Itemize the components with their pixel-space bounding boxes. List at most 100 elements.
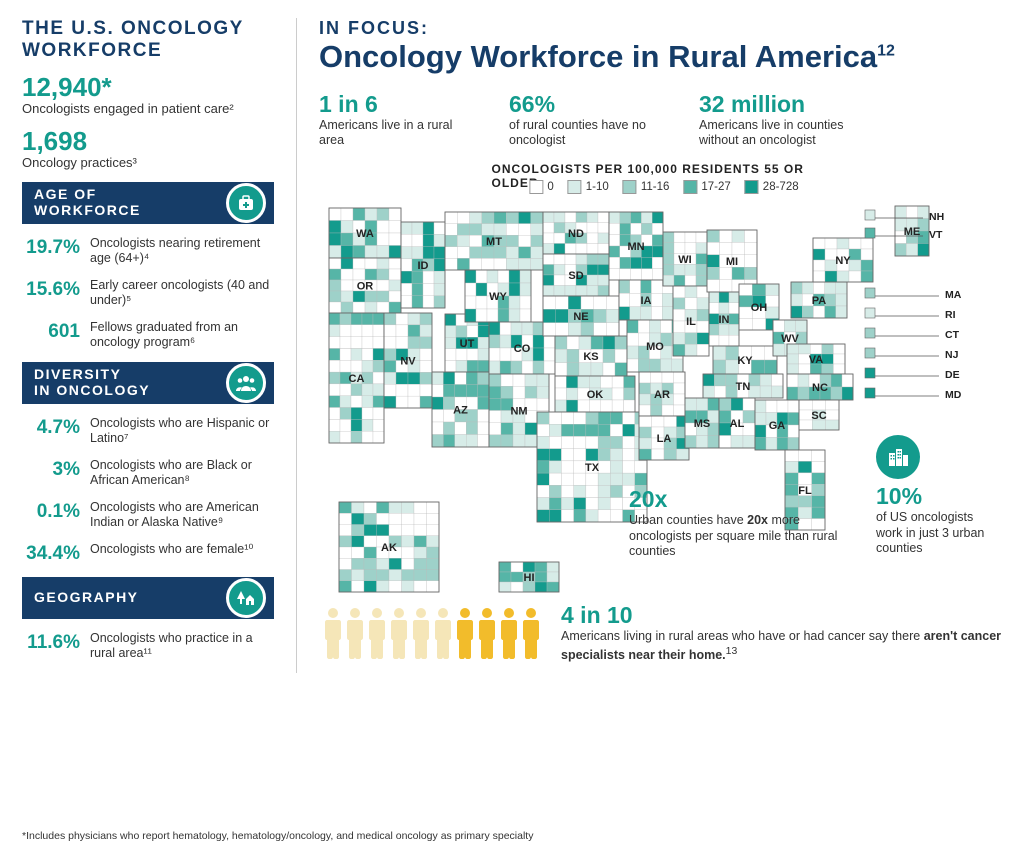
svg-text:NY: NY <box>835 255 851 267</box>
us-choropleth-map: WAORCAIDNVUTAZMTWYCONMNDSDNEKSOKTXMNIAMO… <box>319 202 1009 632</box>
svg-text:NJ: NJ <box>945 349 959 361</box>
focus-num: 32 million <box>699 91 879 118</box>
legend-item: 28-728 <box>745 180 799 194</box>
focus-stat-66pct: 66% of rural counties have no oncologist <box>509 91 659 148</box>
svg-text:MI: MI <box>726 256 738 268</box>
stat-value: 4.7% <box>22 416 80 439</box>
svg-text:ND: ND <box>568 228 584 240</box>
focus-label: Americans live in a rural area <box>319 118 469 148</box>
stat-desc: Oncologists who are Hispanic or Latino⁷ <box>90 416 274 446</box>
stat-value: 601 <box>22 320 80 343</box>
svg-text:MN: MN <box>627 241 644 253</box>
svg-text:NE: NE <box>573 311 588 323</box>
stat-desc: Oncologists who are Black or African Ame… <box>90 458 274 488</box>
focus-num: 66% <box>509 91 659 118</box>
svg-text:MA: MA <box>945 289 962 301</box>
svg-text:NH: NH <box>929 211 944 223</box>
callout-sup: 13 <box>726 646 738 657</box>
callout-text: of US oncologists work in just 3 urban c… <box>876 510 1001 557</box>
focus-top-stats: 1 in 6 Americans live in a rural area 66… <box>319 91 1009 148</box>
stat-desc: Oncologists who are American Indian or A… <box>90 500 274 530</box>
svg-text:TX: TX <box>585 462 600 474</box>
focus-stat-32m: 32 million Americans live in counties wi… <box>699 91 879 148</box>
svg-text:SD: SD <box>568 270 583 282</box>
left-sidebar: THE U.S. ONCOLOGY WORKFORCE 12,940* Onco… <box>22 18 297 673</box>
stat-label: Oncologists engaged in patient care² <box>22 101 274 116</box>
map-container: ONCOLOGISTS PER 100,000 RESIDENTS 55 OR … <box>319 162 1009 642</box>
svg-text:WA: WA <box>356 228 374 240</box>
svg-text:IL: IL <box>686 316 696 328</box>
section-title: DIVERSITYIN ONCOLOGY <box>34 367 150 398</box>
svg-text:AR: AR <box>654 389 670 401</box>
svg-text:IN: IN <box>719 314 730 326</box>
svg-text:DE: DE <box>945 369 960 381</box>
section-age: AGE OFWORKFORCE <box>22 182 274 224</box>
svg-text:MT: MT <box>486 236 502 248</box>
svg-text:LA: LA <box>657 433 672 445</box>
svg-text:KS: KS <box>583 351 598 363</box>
stat-oncologists: 12,940* Oncologists engaged in patient c… <box>22 72 274 116</box>
callout-text: Urban counties have 20x more oncologists… <box>629 513 849 560</box>
stat-row: 0.1% Oncologists who are American Indian … <box>22 500 274 530</box>
svg-text:AL: AL <box>730 418 745 430</box>
svg-text:VA: VA <box>809 354 824 366</box>
stat-value: 19.7% <box>22 236 80 259</box>
stat-row: 601 Fellows graduated from an oncology pr… <box>22 320 274 350</box>
section-title: GEOGRAPHY <box>34 590 139 605</box>
people-icon <box>226 363 266 403</box>
stat-value: 3% <box>22 458 80 481</box>
section-geography: GEOGRAPHY <box>22 577 274 619</box>
svg-text:CO: CO <box>514 343 531 355</box>
svg-text:NC: NC <box>812 382 828 394</box>
stat-row: 4.7% Oncologists who are Hispanic or Lati… <box>22 416 274 446</box>
callout-num: 20x <box>629 486 849 513</box>
svg-text:OK: OK <box>587 389 604 401</box>
svg-text:NV: NV <box>400 356 416 368</box>
medical-bag-icon <box>226 183 266 223</box>
focus-title: Oncology Workforce in Rural America12 <box>319 39 1009 75</box>
svg-text:WY: WY <box>489 291 507 303</box>
focus-label: of rural counties have no oncologist <box>509 118 659 148</box>
stat-desc: Early career oncologists (40 and under)⁵ <box>90 278 274 308</box>
map-legend: 01-1011-1617-2728-728 <box>529 180 798 194</box>
stat-desc: Oncologists who are female¹⁰ <box>90 542 274 557</box>
svg-text:VT: VT <box>929 229 943 241</box>
stat-value: 12,940* <box>22 72 112 103</box>
stat-row: 34.4% Oncologists who are female¹⁰ <box>22 542 274 565</box>
svg-text:OH: OH <box>751 302 768 314</box>
svg-text:KY: KY <box>737 355 753 367</box>
legend-item: 1-10 <box>568 180 609 194</box>
focus-title-sup: 12 <box>877 43 895 60</box>
svg-text:UT: UT <box>460 338 475 350</box>
section-title: AGE OFWORKFORCE <box>34 187 141 218</box>
stat-value: 0.1% <box>22 500 80 523</box>
focus-title-text: Oncology Workforce in Rural America <box>319 39 877 74</box>
svg-text:MO: MO <box>646 341 664 353</box>
svg-text:WI: WI <box>678 254 691 266</box>
stat-value: 15.6% <box>22 278 80 301</box>
focus-num: 1 in 6 <box>319 91 469 118</box>
legend-item: 17-27 <box>683 180 730 194</box>
buildings-icon <box>876 435 920 479</box>
svg-text:AK: AK <box>381 542 397 554</box>
focus-panel: IN FOCUS: Oncology Workforce in Rural Am… <box>297 18 1009 673</box>
focus-label: Americans live in counties without an on… <box>699 118 879 148</box>
svg-text:SC: SC <box>811 410 826 422</box>
stat-desc: Fellows graduated from an oncology progr… <box>90 320 274 350</box>
focus-stat-1in6: 1 in 6 Americans live in a rural area <box>319 91 469 148</box>
svg-text:MS: MS <box>694 418 711 430</box>
svg-text:WV: WV <box>781 333 799 345</box>
svg-text:CT: CT <box>945 329 960 341</box>
focus-overline: IN FOCUS: <box>319 18 1009 39</box>
stat-desc: Oncologists nearing retirement age (64+)… <box>90 236 274 266</box>
callout-20x: 20x Urban counties have 20x more oncolog… <box>629 486 849 560</box>
stat-row: 19.7% Oncologists nearing retirement age … <box>22 236 274 266</box>
callout-10pct: 10% of US oncologists work in just 3 urb… <box>876 435 1001 557</box>
stat-row: 3% Oncologists who are Black or African A… <box>22 458 274 488</box>
workforce-title: THE U.S. ONCOLOGY WORKFORCE <box>22 18 274 62</box>
stat-row: 11.6%Oncologists who practice in a rural… <box>22 631 274 661</box>
footnote: *Includes physicians who report hematolo… <box>22 830 533 842</box>
svg-text:CA: CA <box>349 373 365 385</box>
svg-text:IA: IA <box>641 295 652 307</box>
stat-value: 34.4% <box>22 542 80 565</box>
